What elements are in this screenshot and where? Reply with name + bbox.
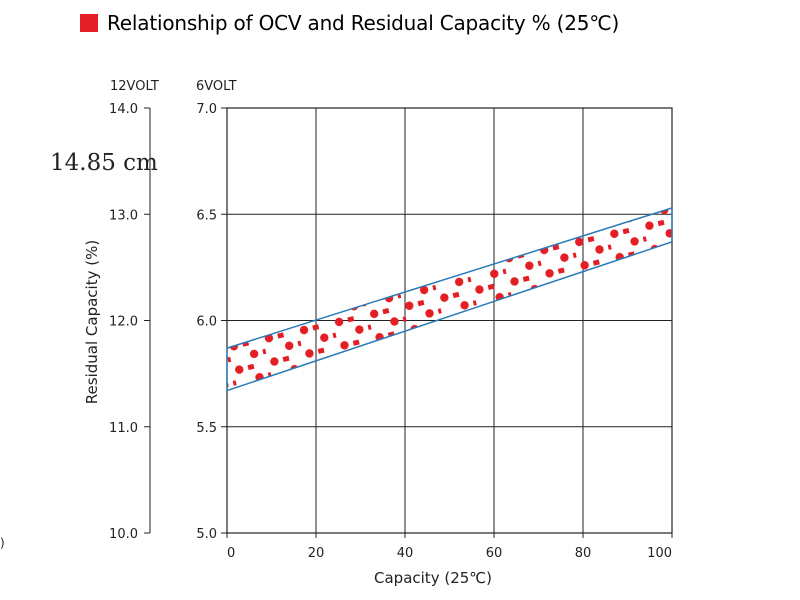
x-tick-label: 100 [647, 546, 672, 561]
left-tick-label: 10.0 [109, 527, 138, 542]
x-tick-label: 60 [486, 546, 503, 561]
right-tick-label: 6.5 [196, 208, 217, 223]
left-axis-unit: 12VOLT [110, 79, 159, 94]
right-axis-6v: 5.0 5.5 6.0 6.5 7.0 [196, 102, 227, 542]
x-axis: 0 20 40 60 80 100 [226, 533, 673, 561]
left-tick-label: 14.0 [109, 102, 138, 117]
right-tick-label: 6.0 [196, 315, 217, 330]
right-tick-label: 5.5 [196, 421, 217, 436]
left-tick-label: 13.0 [109, 208, 138, 223]
left-axis-12v: 10.0 11.0 12.0 13.0 14.0 [109, 102, 151, 542]
left-tick-label: 11.0 [109, 421, 138, 436]
grid-lines [227, 108, 672, 533]
data-band [226, 206, 673, 392]
annotation-text: 14.85 cm [50, 150, 158, 176]
red-square-icon [80, 14, 98, 32]
x-tick-label: 40 [397, 546, 414, 561]
right-axis-unit: 6VOLT [196, 79, 237, 94]
chart-title-text: Relationship of OCV and Residual Capacit… [107, 11, 620, 35]
y-axis-label: Residual Capacity (%) [83, 240, 101, 404]
right-tick-label: 5.0 [196, 527, 217, 542]
x-tick-label: 80 [575, 546, 592, 561]
x-tick-label: 0 [227, 546, 235, 561]
left-tick-label: 12.0 [109, 315, 138, 330]
stray-mark: ) [0, 536, 5, 550]
capacity-band [226, 206, 673, 392]
x-axis-label: Capacity (25℃) [374, 569, 492, 587]
right-tick-label: 7.0 [196, 102, 217, 117]
chart-title: Relationship of OCV and Residual Capacit… [80, 8, 619, 38]
x-tick-label: 20 [308, 546, 325, 561]
